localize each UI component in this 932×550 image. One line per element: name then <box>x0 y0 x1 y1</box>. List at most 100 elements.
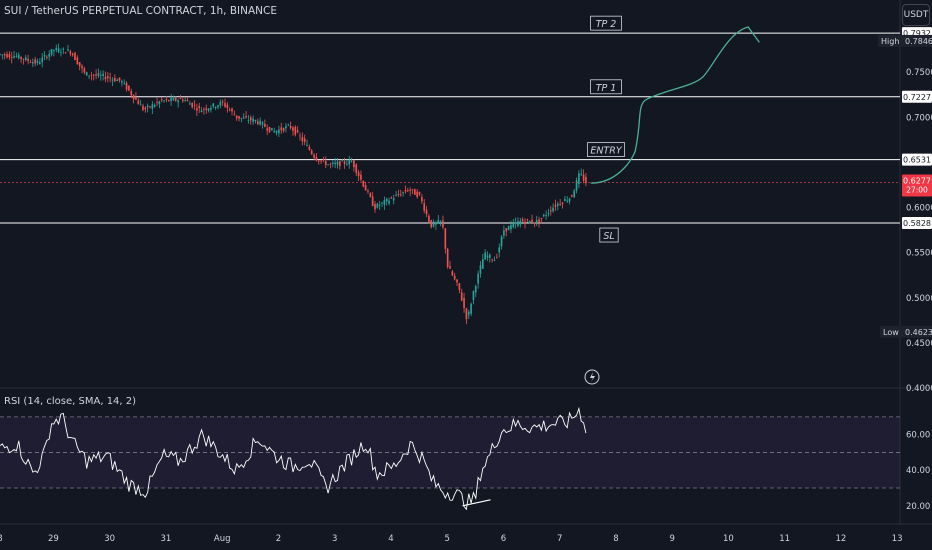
candle-body <box>231 108 233 112</box>
candle-body <box>142 105 144 111</box>
candle-body <box>210 107 212 110</box>
candle-body <box>554 204 557 207</box>
candle-body <box>139 104 142 106</box>
candle-body <box>453 275 456 280</box>
candle-body <box>6 53 8 58</box>
time-tick-label: 4 <box>388 534 393 544</box>
candle-body <box>1 54 4 56</box>
rsi-title: RSI (14, close, SMA, 14, 2) <box>4 396 137 407</box>
candle-body <box>395 194 397 196</box>
candle-body <box>491 259 494 261</box>
candle-body <box>95 74 97 76</box>
time-tick-label: 31 <box>161 534 172 544</box>
candle-body <box>310 150 313 155</box>
candle-body <box>388 200 390 204</box>
candle-body <box>385 198 388 202</box>
candle-body <box>10 57 13 59</box>
currency-button[interactable]: USDT <box>902 4 930 26</box>
candle-body <box>465 308 468 320</box>
candle-body <box>219 101 222 106</box>
candle-body <box>437 219 440 224</box>
price-tick-label: 0.4000 <box>906 384 932 394</box>
candle-body <box>507 226 510 231</box>
candle-body <box>486 255 489 258</box>
candle-body <box>451 271 454 276</box>
candle-body <box>533 222 536 224</box>
candle-body <box>477 273 479 284</box>
candle-body <box>226 104 229 109</box>
candle-body <box>313 154 315 158</box>
candle-body <box>224 103 226 107</box>
level-badge <box>902 90 932 103</box>
candle-body <box>303 138 306 143</box>
candle-body <box>97 73 100 76</box>
candle-body <box>528 220 531 224</box>
candle-body <box>174 97 177 101</box>
candle-body <box>114 77 116 82</box>
candle-body <box>378 205 381 207</box>
candle-body <box>493 260 496 262</box>
candle-body <box>369 193 372 197</box>
candle-body <box>399 194 402 196</box>
candle-body <box>479 265 482 274</box>
candle-body <box>526 219 529 220</box>
chart-title: SUI / TetherUS PERPETUAL CONTRACT, 1h, B… <box>4 5 278 17</box>
candle-body <box>350 161 353 163</box>
level-badge <box>902 153 932 166</box>
low-label: Low <box>883 328 899 337</box>
candle-body <box>428 215 430 222</box>
candle-body <box>8 54 11 58</box>
candle-body <box>39 62 41 65</box>
candle-body <box>259 120 261 125</box>
candle-body <box>421 196 423 202</box>
candle-body <box>510 224 512 230</box>
candle-body <box>339 161 341 167</box>
candle-body <box>247 120 250 121</box>
candle-body <box>514 222 517 224</box>
lightning-icon[interactable] <box>584 369 600 385</box>
candle-body <box>524 221 526 224</box>
candle-body <box>531 219 533 224</box>
candle-body <box>472 291 475 301</box>
candle-body <box>179 97 182 99</box>
candle-body <box>207 108 210 111</box>
candle-body <box>538 219 540 223</box>
candle-body <box>430 219 433 228</box>
candle-body <box>53 49 55 52</box>
candle-body <box>165 98 168 100</box>
candle-body <box>278 129 280 134</box>
candle-body <box>285 126 287 129</box>
candle-body <box>418 192 421 195</box>
candle-body <box>542 214 545 217</box>
candle-body <box>149 106 151 108</box>
candle-body <box>381 202 383 204</box>
candle-body <box>29 62 32 64</box>
candle-body <box>13 56 15 58</box>
candle-body <box>498 247 501 253</box>
candle-body <box>69 51 72 54</box>
time-tick-label: 29 <box>48 534 59 544</box>
level-badge-value: 0.5828 <box>903 219 931 228</box>
candle-body <box>3 54 6 56</box>
candle-body <box>571 195 573 197</box>
candle-body <box>22 58 25 60</box>
candle-body <box>256 121 259 124</box>
candle-body <box>282 128 285 132</box>
candle-body <box>512 223 515 228</box>
candle-body <box>55 47 58 50</box>
candle-body <box>362 180 365 187</box>
candle-body <box>423 203 426 211</box>
candle-body <box>160 99 163 101</box>
candle-body <box>329 163 332 165</box>
candle-body <box>287 124 290 126</box>
candle-body <box>123 82 126 84</box>
candle-body <box>535 220 538 224</box>
candle-body <box>442 220 444 228</box>
candle-body <box>360 174 362 180</box>
candle-body <box>556 203 559 206</box>
candle-body <box>484 252 486 260</box>
candle-body <box>568 198 571 202</box>
